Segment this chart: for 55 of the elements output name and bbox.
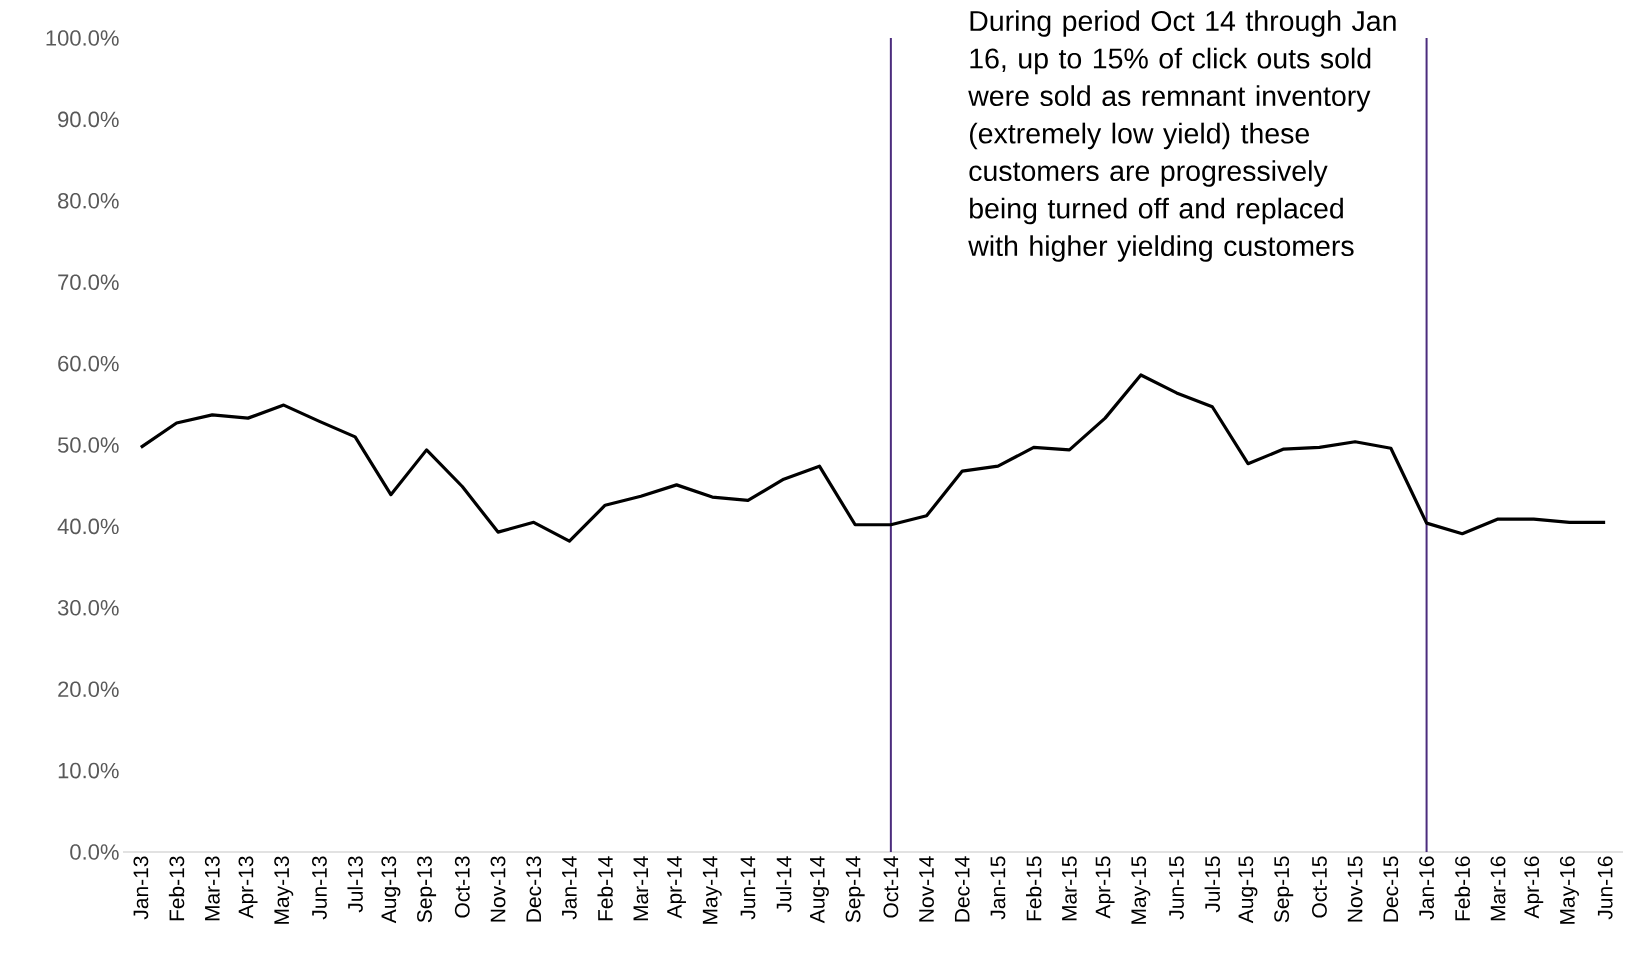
x-tick-label: Jul-14 <box>776 856 792 913</box>
x-tick-label: Feb-16 <box>1454 856 1470 921</box>
x-tick-label: Aug-13 <box>381 856 401 924</box>
y-tick-label: 40.0% <box>57 518 119 535</box>
x-tick-label: Feb-15 <box>1026 856 1042 921</box>
y-tick-label: 0.0% <box>70 844 119 860</box>
x-tick-label: Sep-15 <box>1274 856 1294 923</box>
x-tick-label: Jun-15 <box>1169 856 1184 920</box>
y-tick-label: 10.0% <box>58 762 119 779</box>
x-tick-label: Aug-15 <box>1238 856 1258 924</box>
y-tick-label: 60.0% <box>58 355 119 372</box>
x-tick-label: Mar-15 <box>1062 856 1077 921</box>
x-tick-label: Dec-14 <box>954 856 970 922</box>
x-tick-label: Apr-15 <box>1095 856 1115 919</box>
x-tick-label: Dec-13 <box>526 856 542 922</box>
x-tick-label: Nov-15 <box>1347 856 1363 922</box>
y-tick-label: 70.0% <box>58 274 119 290</box>
y-tick-label: 80.0% <box>58 193 119 209</box>
x-tick-label: Feb-14 <box>597 856 613 921</box>
x-tick-label: Jan-14 <box>562 856 577 920</box>
y-tick-label: 20.0% <box>58 681 119 697</box>
x-tick-label: Oct-13 <box>454 856 470 918</box>
x-tick-label: Oct-15 <box>1312 856 1327 918</box>
x-tick-label: Nov-14 <box>919 856 934 922</box>
y-tick-label: 90.0% <box>58 111 119 128</box>
x-tick-label: Mar-16 <box>1490 856 1506 921</box>
x-tick-label: Jan-15 <box>990 856 1006 920</box>
x-tick-label: Jun-14 <box>740 856 756 920</box>
x-tick-label: Apr-13 <box>238 856 258 919</box>
x-tick-label: May-16 <box>1559 856 1579 924</box>
y-tick-label: 100.0% <box>46 30 119 46</box>
x-tick-label: Feb-13 <box>168 856 185 921</box>
x-tick-label: Nov-13 <box>490 856 506 922</box>
x-tick-label: Sep-13 <box>417 856 437 923</box>
x-tick-label: May-15 <box>1131 856 1151 924</box>
x-tick-label: Jan-16 <box>1419 856 1435 920</box>
x-tick-label: Oct-14 <box>883 856 899 918</box>
x-tick-label: Apr-14 <box>667 856 686 919</box>
annotation: During period Oct 14 through Jan 16, up to 15% of click outs sold were sold as remnant inventory (extremely low yield) these customers are progressively being turned off and replaced with higher yielding customers <box>968 10 1396 262</box>
x-tick-label: Jul-15 <box>1204 856 1220 913</box>
x-tick-label: Jan-13 <box>133 856 149 920</box>
x-tick-label: May-14 <box>702 856 722 924</box>
x-tick-label: May-13 <box>274 856 294 924</box>
x-tick-label: Aug-14 <box>810 856 829 924</box>
x-tick-label: Dec-15 <box>1383 856 1399 922</box>
x-tick-label: Mar-13 <box>204 856 220 921</box>
line-series <box>139 373 1607 543</box>
x-tick-label: Sep-14 <box>845 856 865 923</box>
x-tick-label: Jun-13 <box>312 856 327 920</box>
x-tick-label: Jul-13 <box>347 856 363 913</box>
x-tick-label: Apr-16 <box>1524 856 1544 919</box>
y-tick-label: 50.0% <box>57 437 119 453</box>
y-tick-label: 30.0% <box>57 600 119 616</box>
x-tick-label: Jun-16 <box>1597 856 1613 920</box>
x-tick-label: Mar-14 <box>633 856 649 921</box>
